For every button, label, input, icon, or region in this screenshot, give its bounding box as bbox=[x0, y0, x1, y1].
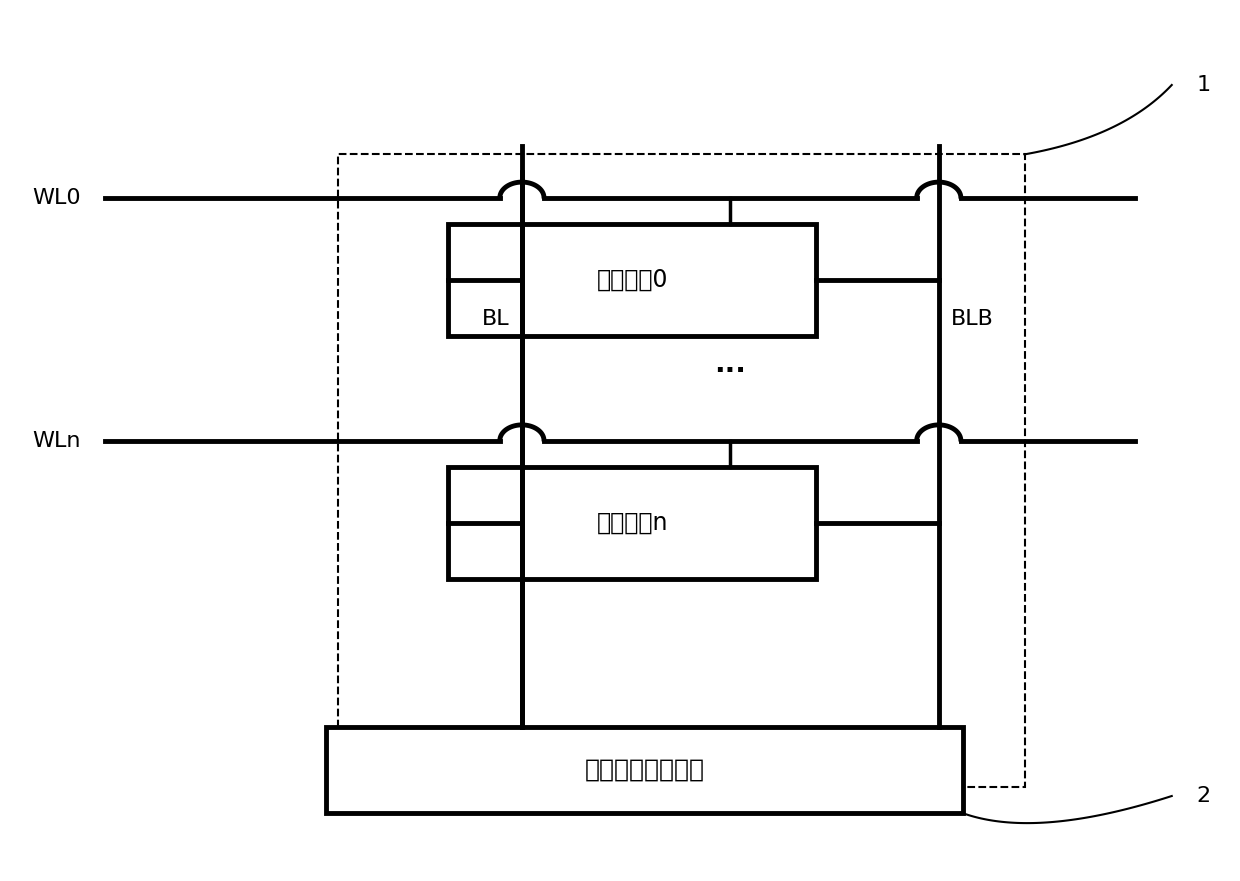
FancyBboxPatch shape bbox=[326, 727, 963, 813]
Text: 存储单國n: 存储单國n bbox=[596, 511, 668, 535]
FancyBboxPatch shape bbox=[449, 224, 816, 337]
Text: ···: ··· bbox=[714, 357, 746, 385]
Text: 存储单國0: 存储单國0 bbox=[596, 268, 668, 292]
Text: WL0: WL0 bbox=[32, 188, 81, 208]
Text: 负电压写辅助电路: 负电压写辅助电路 bbox=[584, 758, 704, 782]
Text: BL: BL bbox=[482, 309, 510, 329]
Text: BLB: BLB bbox=[951, 309, 994, 329]
FancyBboxPatch shape bbox=[449, 467, 816, 579]
Text: WLn: WLn bbox=[32, 431, 81, 450]
Text: 2: 2 bbox=[1197, 786, 1210, 806]
Text: 1: 1 bbox=[1197, 75, 1210, 95]
